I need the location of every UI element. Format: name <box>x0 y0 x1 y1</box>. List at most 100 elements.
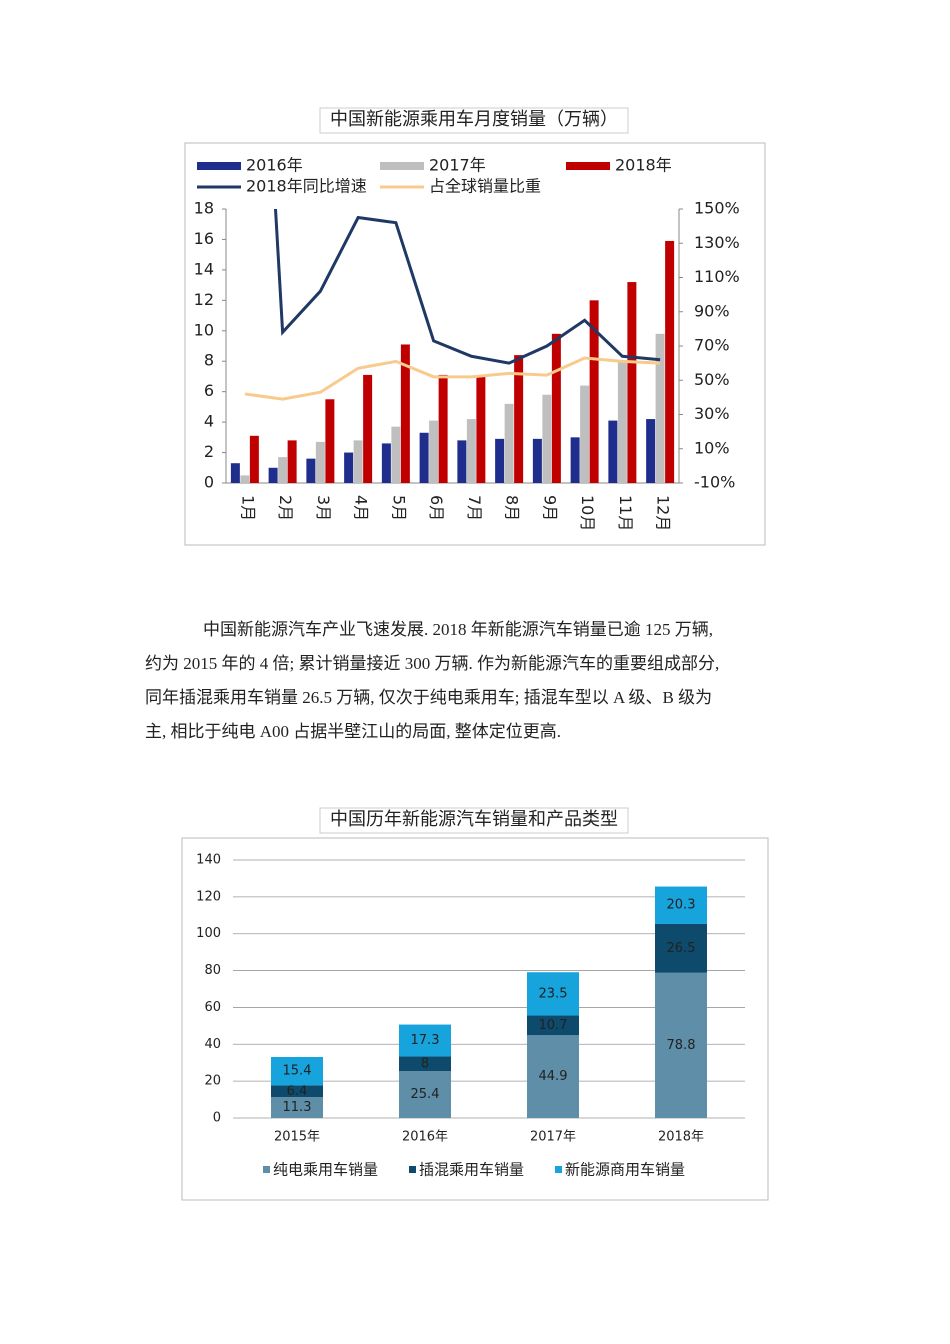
y2-tick-label: 50% <box>694 370 730 389</box>
data-label: 23.5 <box>539 986 568 1001</box>
x-tick-label: 7月 <box>465 495 484 521</box>
chart-title: 中国历年新能源汽车销量和产品类型 <box>330 809 618 829</box>
bar-segment <box>399 1071 451 1118</box>
legend-label: 新能源商用车销量 <box>565 1161 685 1179</box>
x-tick-label: 12月 <box>654 495 673 531</box>
bar <box>532 438 542 483</box>
bar-segment <box>271 1057 323 1086</box>
bar <box>278 457 288 483</box>
legend-label: 2018年同比增速 <box>246 177 367 196</box>
paragraph-line: 约为 2015 年的 4 倍; 累计销量接近 300 万辆. 作为新能源汽车的重… <box>145 654 719 673</box>
bar <box>655 333 665 483</box>
legend-label: 插混乘用车销量 <box>419 1161 524 1179</box>
legend-label: 2016年 <box>246 156 303 175</box>
line-series <box>274 209 661 365</box>
y-tick-label: 0 <box>204 473 214 492</box>
legend-label: 占全球销量比重 <box>429 177 541 196</box>
bar <box>580 385 590 483</box>
bar <box>325 399 335 483</box>
data-label: 6.4 <box>287 1084 308 1099</box>
x-tick-label: 9月 <box>540 495 559 521</box>
x-tick-label: 8月 <box>503 495 522 521</box>
x-tick-label: 1月 <box>238 495 257 521</box>
y-tick-label: 14 <box>194 259 214 278</box>
x-tick-label: 3月 <box>314 495 333 521</box>
bar <box>438 374 448 483</box>
chart-frame <box>181 837 769 1201</box>
y-tick-label: 20 <box>204 1074 221 1089</box>
bar-segment <box>399 1056 451 1072</box>
bar <box>344 452 354 483</box>
y-tick-label: 6 <box>204 381 214 400</box>
y-tick-label: 0 <box>213 1111 221 1126</box>
y2-tick-label: 130% <box>694 233 740 252</box>
bar <box>608 420 618 483</box>
y2-tick-label: 150% <box>694 199 740 218</box>
bar <box>391 426 401 483</box>
x-tick-label: 2016年 <box>402 1130 448 1145</box>
chart-frame <box>184 142 766 546</box>
bar-segment <box>655 886 707 924</box>
y-tick-label: 18 <box>194 199 214 218</box>
line-series <box>244 356 661 401</box>
y-tick-label: 100 <box>196 926 221 941</box>
data-label: 25.4 <box>411 1087 440 1102</box>
bar <box>363 374 373 483</box>
bar-segment <box>527 972 579 1016</box>
bar <box>627 282 637 483</box>
title-box <box>319 107 629 134</box>
bar-segment <box>655 923 707 973</box>
bar <box>381 443 391 483</box>
data-label: 10.7 <box>539 1018 568 1033</box>
bar <box>665 240 675 483</box>
bar <box>495 438 505 483</box>
x-tick-label: 10月 <box>578 495 597 531</box>
y-tick-label: 60 <box>204 1000 221 1015</box>
y-tick-label: 80 <box>204 963 221 978</box>
y-tick-label: 2 <box>204 442 214 461</box>
data-label: 26.5 <box>667 941 696 956</box>
data-label: 15.4 <box>283 1064 312 1079</box>
bar <box>617 361 627 483</box>
paragraph-line: 主, 相比于纯电 A00 占据半壁江山的局面, 整体定位更高. <box>145 722 561 741</box>
y-tick-label: 4 <box>204 412 214 431</box>
bar <box>646 419 656 483</box>
bar <box>457 440 467 483</box>
legend-swatch <box>197 162 241 170</box>
y-tick-label: 140 <box>196 853 221 868</box>
x-tick-label: 2月 <box>276 495 295 521</box>
bar <box>306 458 316 483</box>
bar <box>504 403 514 483</box>
bar-segment <box>399 1024 451 1057</box>
y-tick-label: 40 <box>204 1037 221 1052</box>
bar <box>353 440 363 483</box>
bar <box>429 420 439 483</box>
legend-swatch <box>555 1166 562 1173</box>
y2-tick-label: -10% <box>694 473 735 492</box>
x-tick-label: 2018年 <box>658 1130 704 1145</box>
x-tick-label: 4月 <box>352 495 371 521</box>
x-tick-label: 2017年 <box>530 1130 576 1145</box>
data-label: 78.8 <box>667 1038 696 1053</box>
bar-segment <box>527 1035 579 1118</box>
bar <box>419 432 429 483</box>
y2-tick-label: 70% <box>694 336 730 355</box>
y2-tick-label: 110% <box>694 267 740 286</box>
x-tick-label: 5月 <box>389 495 408 521</box>
y-tick-label: 8 <box>204 351 214 370</box>
y2-tick-label: 90% <box>694 301 730 320</box>
bar <box>466 419 476 483</box>
legend-label: 2018年 <box>615 156 672 175</box>
y2-tick-label: 30% <box>694 404 730 423</box>
data-label: 17.3 <box>411 1033 440 1048</box>
bar <box>400 344 410 483</box>
data-label: 8 <box>421 1056 429 1071</box>
paragraph-line: 同年插混乘用车销量 26.5 万辆, 仅次于纯电乘用车; 插混车型以 A 级、B… <box>145 688 712 707</box>
legend-swatch <box>263 1166 270 1173</box>
x-tick-label: 2015年 <box>274 1130 320 1145</box>
paragraph-line: 中国新能源汽车产业飞速发展. 2018 年新能源汽车销量已逾 125 万辆, <box>203 620 713 639</box>
data-label: 11.3 <box>283 1100 312 1115</box>
bar <box>287 440 297 483</box>
chart-title: 中国新能源乘用车月度销量（万辆） <box>330 109 618 129</box>
